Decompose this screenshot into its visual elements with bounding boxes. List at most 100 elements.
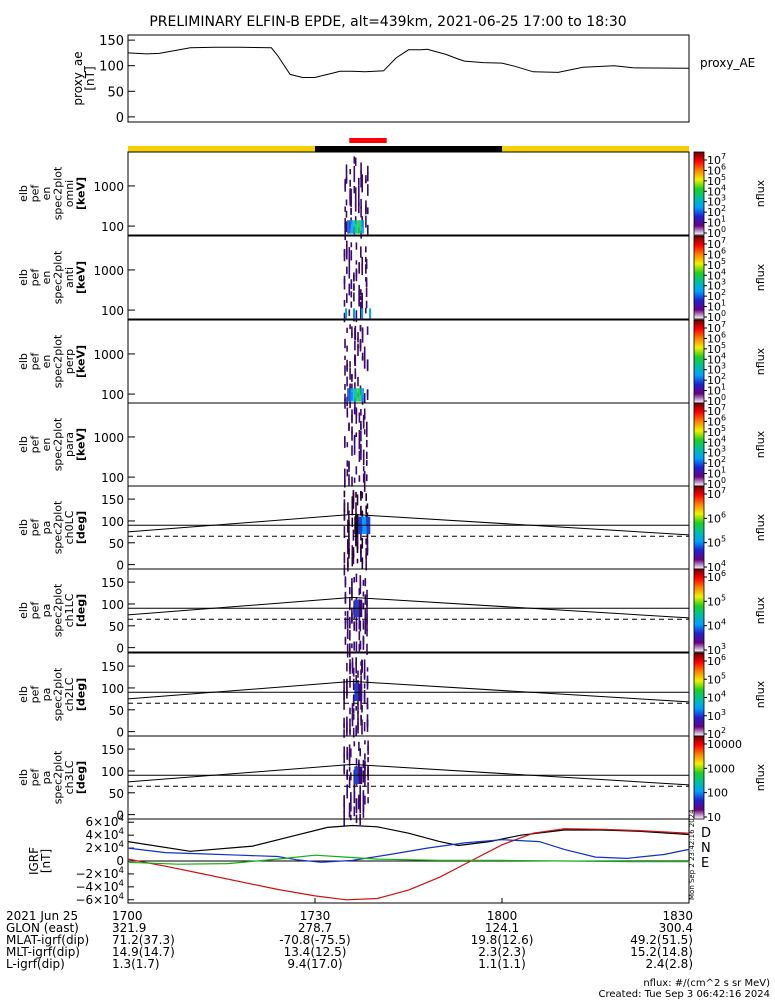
pa_ch2-ylabel-line: pa [40, 688, 53, 702]
pa_ch2-flux-cell [361, 719, 363, 726]
pa_ch2-flux-cell [351, 703, 354, 715]
pa_ch1-flux-cell [349, 620, 351, 626]
en_perp-flux-cell [354, 373, 357, 379]
pa_ch1-flux-cell [353, 600, 355, 612]
pa_ch0-flux-cell [361, 557, 364, 564]
en_perp-flux-cell [351, 374, 353, 382]
en_omni-flux-cell [367, 224, 369, 235]
pa_ch1-cbar-tick-label: 106 [707, 569, 726, 584]
pa_ch1-flux-cell [344, 621, 347, 630]
pa_ch2-ylabel-line: spec2plot [52, 667, 65, 721]
en_anti-flux-cell [355, 268, 358, 274]
spectrogram-panels: 1000100elbpefenspec2plotomni[keV]1071061… [17, 151, 767, 827]
pa_ch0-frame [127, 485, 690, 570]
pa_ch0-flux-cell [361, 510, 364, 516]
pa_ch2-flux-cell [360, 675, 362, 687]
en_para-flux-cell [366, 421, 368, 429]
en_omni-flux-cell [365, 215, 367, 228]
pa_ch1-flux-cell [362, 637, 365, 642]
en_perp-flux-cell [351, 383, 353, 391]
pa_ch2-flux-cell [360, 661, 362, 666]
pa_ch0-flux-cell [360, 553, 362, 562]
en_para-flux-cell [362, 454, 365, 466]
pa_ch0-flux-cell [356, 534, 359, 543]
en_anti-flux-cell [348, 309, 351, 316]
igrf-ylabel-line: [nT] [39, 849, 53, 873]
ephemeris-row-label: GLON (east) [6, 921, 79, 935]
pa_ch3-flux-cell [343, 811, 345, 817]
pa_ch2-flux-cell [361, 724, 363, 735]
en_para-flux-cell [346, 460, 349, 467]
en_perp-flux-cell [354, 368, 357, 377]
pa_ch2-flux-cell [360, 698, 362, 710]
en_anti-flux-cell [365, 277, 368, 287]
pa_ch3-flux-cell [364, 740, 366, 745]
pa_ch2-flux-cell [355, 706, 357, 711]
en_perp-flux-cell [354, 335, 357, 341]
pa_ch0-flux-cell [355, 535, 357, 547]
en_para-flux-cell [355, 408, 358, 416]
en_omni-ylabel-line: omni [63, 180, 76, 207]
pa_ch0-flux-cell [348, 519, 350, 526]
en_perp-flux-cell [344, 384, 346, 390]
en_omni-flux-cell [345, 221, 348, 233]
pa_ch3-cbar-tick-label: 10 [707, 811, 721, 824]
pa_ch1-flux-cell [355, 641, 358, 653]
ae-ytick-label: 50 [107, 85, 124, 100]
en_para-cbar-tick-label: 101 [707, 466, 726, 481]
en_omni-cbar-tick-label: 106 [707, 162, 726, 177]
pa_ch1-ylabel-line: pef [29, 601, 42, 620]
pa_ch3-flux-cell [358, 759, 360, 764]
pa_ch3-flux-cell [350, 776, 352, 781]
pa_ch3-flux-cell [348, 753, 351, 761]
pa_ch1-flux-cell [349, 587, 351, 595]
ephemeris-row-label: L-igrf(dip) [6, 957, 65, 971]
pa_ch1-flux-cell [366, 589, 368, 597]
en_omni-flux-cell [358, 177, 360, 186]
en_para-flux-cell [358, 412, 361, 423]
en_para-flux-cell [362, 449, 365, 457]
ephemeris-cell: 300.4 [659, 921, 693, 935]
pa_ch0-flux-cell [355, 509, 357, 518]
en_anti-flux-cell [361, 292, 363, 299]
en_omni-cbar-label-group: nflux [754, 179, 767, 207]
pa_ch2-flux-cell [363, 693, 366, 699]
pa_ch0-flux-cell [352, 553, 355, 565]
pa_ch3-ylabel-line: pa [40, 771, 53, 785]
pa_ch1-flux-cell [359, 581, 362, 590]
en_perp-ylabel-line: spec2plot [52, 334, 65, 388]
pa_ch2-flux-cell [352, 667, 355, 677]
pa_ch2-flux-cell [346, 724, 348, 736]
pa_ch3-flux-cell [367, 782, 369, 794]
pa_ch3-flux-cell [346, 771, 348, 778]
en_omni-flux-cell [350, 200, 352, 205]
ephemeris-cell: 1.3(1.7) [112, 957, 160, 971]
en_anti-flux-cell [360, 306, 362, 313]
en_perp-flux-cell [346, 345, 348, 352]
pa_ch2-flux-cell [349, 718, 351, 726]
pa_ch3-flux-cell [343, 795, 345, 806]
pa_ch0-flux-cell [365, 538, 367, 545]
en_perp-cbar-tick-label: 103 [707, 362, 726, 377]
pa_ch2-flux-cell [352, 694, 355, 703]
pa_ch2-flux-cell [346, 678, 348, 690]
en_para-flux-cell [344, 436, 346, 444]
pa_ch0-ytick-label: 0 [116, 559, 124, 573]
pa_ch0-ytick-label: 50 [109, 537, 124, 551]
pa_ch3-flux-cell [350, 798, 352, 803]
pa_ch2-ytick-label: 150 [101, 660, 124, 674]
en_para-flux-cell [362, 414, 365, 425]
pa_ch0-flux-cell [347, 557, 349, 568]
pa_ch2-ytick-label: 0 [116, 726, 124, 740]
en_anti-ylabel-line: elb [17, 269, 30, 286]
pa_ch2-flux-cell [351, 657, 354, 664]
en_para-flux-cell [358, 475, 361, 482]
en_omni-flux-cell [360, 230, 362, 239]
pa_ch0-flux-cell [365, 560, 367, 571]
en_para-ytick-label: 100 [101, 471, 124, 485]
pa_ch3-flux-cell [359, 785, 361, 792]
ephemeris-cell: 124.1 [485, 921, 519, 935]
pa_ch1-flux-cell [364, 578, 367, 584]
igrf-panel: 6×1044×1042×1040−2×104−4×104−6×104IGRF[n… [27, 809, 711, 907]
